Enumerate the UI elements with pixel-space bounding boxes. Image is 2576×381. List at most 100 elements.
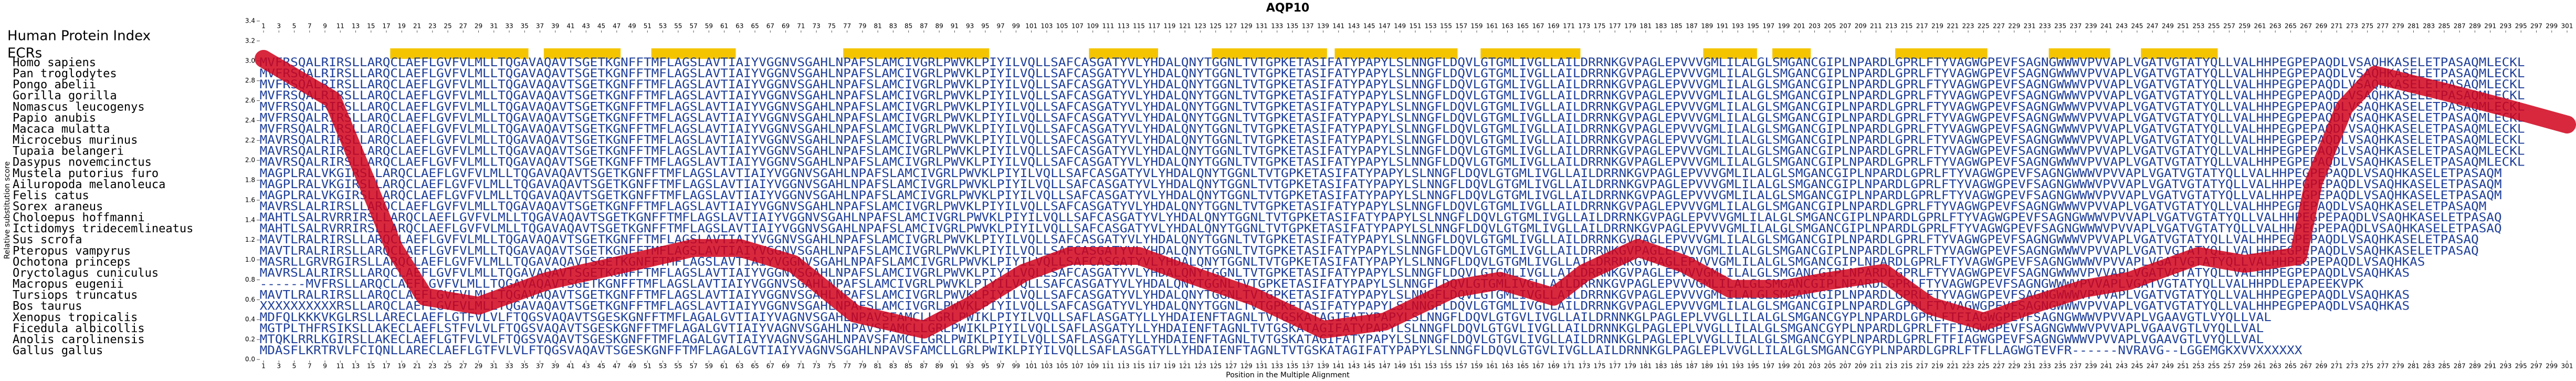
x-tick-label: 219 — [1931, 363, 1943, 370]
x-tick-label: 221 — [1947, 363, 1959, 370]
x-tick-label-top: 213 — [1885, 23, 1897, 30]
x-tick-label-top: 129 — [1240, 23, 1253, 30]
x-tick-label-top: 85 — [905, 23, 912, 30]
sequence: MVFRSQALRIRSLLARQCLAEFLGVFVLMLLTQGAVAQAV… — [260, 56, 2525, 69]
x-tick-label-top: 189 — [1701, 23, 1713, 30]
x-tick-label: 189 — [1701, 363, 1713, 370]
x-tick-label-top: 255 — [2208, 23, 2220, 30]
x-tick-label-top: 167 — [1532, 23, 1544, 30]
x-tick-label-top: 89 — [935, 23, 943, 30]
x-tick-label-top: 185 — [1670, 23, 1683, 30]
x-tick-label: 69 — [782, 363, 790, 370]
x-tick-label: 273 — [2346, 363, 2358, 370]
x-tick-label: 147 — [1379, 363, 1391, 370]
x-tick-label: 291 — [2484, 363, 2496, 370]
x-tick-label-top: 87 — [920, 23, 928, 30]
y-tick-label: 3.0 — [245, 57, 255, 64]
x-tick-label-top: 95 — [981, 23, 989, 30]
x-tick-label-top: 259 — [2238, 23, 2251, 30]
x-tick-label-top: 27 — [459, 23, 467, 30]
species-label: Macaca mulatta — [13, 122, 110, 136]
x-tick-label-top: 133 — [1271, 23, 1283, 30]
x-tick-label: 127 — [1225, 363, 1237, 370]
x-tick-label: 287 — [2454, 363, 2466, 370]
y-tick-label: 0.4 — [245, 316, 255, 323]
x-tick-label: 35 — [521, 363, 529, 370]
x-tick-label: 253 — [2192, 363, 2204, 370]
x-tick-label: 157 — [1455, 363, 1467, 370]
x-tick-label-top: 163 — [1501, 23, 1513, 30]
x-tick-label-top: 231 — [2024, 23, 2036, 30]
x-tick-label-top: 99 — [1012, 23, 1020, 30]
ecr-region — [2048, 48, 2110, 59]
x-tick-label: 245 — [2131, 363, 2143, 370]
species-label: Gorilla gorilla — [13, 89, 117, 102]
x-tick-label-top: 123 — [1194, 23, 1206, 30]
x-tick-label: 259 — [2238, 363, 2251, 370]
x-tick-label-top: 291 — [2484, 23, 2496, 30]
x-tick-label-top: 287 — [2454, 23, 2466, 30]
species-label: Ochotona princeps — [13, 255, 131, 269]
x-tick-label: 61 — [720, 363, 728, 370]
x-tick-label: 89 — [935, 363, 943, 370]
x-tick-label: 241 — [2100, 363, 2112, 370]
x-tick-label: 23 — [428, 363, 436, 370]
x-tick-label: 37 — [536, 363, 544, 370]
x-tick-label-top: 47 — [613, 23, 621, 30]
x-tick-label: 43 — [582, 363, 590, 370]
x-tick-label-top: 31 — [490, 23, 498, 30]
x-tick-label: 99 — [1012, 363, 1020, 370]
species-label: Tupaia belangeri — [13, 145, 124, 158]
x-tick-label: 93 — [966, 363, 974, 370]
x-tick-label-top: 97 — [997, 23, 1005, 30]
x-tick-label-top: 71 — [797, 23, 805, 30]
x-tick-label: 281 — [2407, 363, 2420, 370]
x-tick-label-top: 253 — [2192, 23, 2204, 30]
x-tick-label: 5 — [292, 363, 297, 370]
x-tick-label-top: 143 — [1348, 23, 1360, 30]
x-tick-label-top: 211 — [1870, 23, 1882, 30]
x-tick-label-top: 201 — [1793, 23, 1805, 30]
x-tick-label-top: 93 — [966, 23, 974, 30]
y-tick-label: 3.4 — [245, 17, 255, 25]
x-tick-label-top: 19 — [398, 23, 406, 30]
chart-title: AQP10 — [1266, 2, 1309, 15]
x-tick-label: 9 — [323, 363, 327, 370]
x-tick-label: 121 — [1179, 363, 1191, 370]
x-tick-label: 113 — [1118, 363, 1130, 370]
x-tick-label-top: 179 — [1624, 23, 1636, 30]
x-tick-label: 191 — [1717, 363, 1729, 370]
x-tick-label: 197 — [1762, 363, 1774, 370]
x-tick-label: 143 — [1348, 363, 1360, 370]
x-tick-label-top: 243 — [2116, 23, 2128, 30]
x-tick-label: 83 — [889, 363, 897, 370]
x-tick-label-top: 131 — [1256, 23, 1268, 30]
x-tick-label: 185 — [1670, 363, 1683, 370]
species-label: Oryctolagus cuniculus — [13, 266, 159, 280]
x-tick-label-top: 127 — [1225, 23, 1237, 30]
x-tick-label: 123 — [1194, 363, 1206, 370]
x-tick-label: 301 — [2561, 363, 2573, 370]
x-tick-label-top: 205 — [1824, 23, 1836, 30]
x-tick-label-top: 141 — [1332, 23, 1344, 30]
x-tick-label-top: 157 — [1455, 23, 1467, 30]
x-tick-label-top: 7 — [308, 23, 312, 30]
sequence: MAVRSQALRIRSLLARQCLAEFLGVFVLMLLTQGAVAQAV… — [260, 156, 2525, 169]
ecr-region — [1703, 48, 1757, 59]
species-label: Ficedula albicollis — [13, 322, 145, 335]
x-tick-label: 115 — [1133, 363, 1145, 370]
x-tick-label: 155 — [1440, 363, 1452, 370]
sequence: MAVRSQALRIRSLLARQCLAEFLGVFVLMLLTQGAVAQAV… — [260, 134, 2525, 147]
x-tick-label-top: 155 — [1440, 23, 1452, 30]
x-tick-label: 11 — [337, 363, 344, 370]
x-tick-label: 103 — [1040, 363, 1053, 370]
x-tick-label: 187 — [1686, 363, 1698, 370]
x-axis-label: Position in the Multiple Alignment — [1226, 371, 1350, 379]
x-tick-label: 171 — [1563, 363, 1575, 370]
x-tick-label-top: 83 — [889, 23, 897, 30]
ecr-region — [543, 48, 621, 59]
x-tick-label: 167 — [1532, 363, 1544, 370]
x-tick-label: 271 — [2331, 363, 2343, 370]
x-tick-label-top: 247 — [2147, 23, 2159, 30]
